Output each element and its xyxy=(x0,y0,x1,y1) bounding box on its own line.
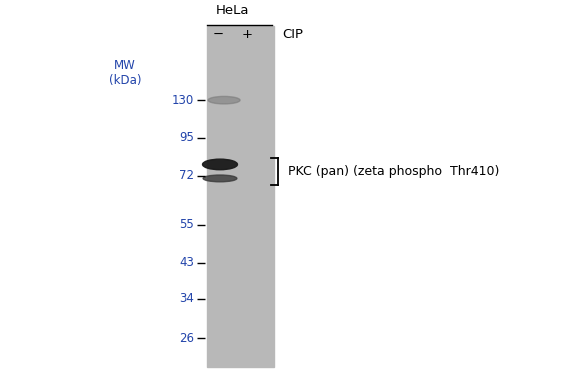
Text: 26: 26 xyxy=(179,332,194,345)
Ellipse shape xyxy=(203,159,237,170)
Text: 72: 72 xyxy=(179,169,194,182)
Text: MW
(kDa): MW (kDa) xyxy=(109,59,141,87)
Text: 34: 34 xyxy=(179,292,194,305)
Text: +: + xyxy=(242,28,253,40)
Text: 130: 130 xyxy=(172,94,194,107)
Text: 43: 43 xyxy=(179,256,194,269)
Text: CIP: CIP xyxy=(282,28,303,40)
Text: −: − xyxy=(212,28,224,40)
Text: PKC (pan) (zeta phospho  Thr410): PKC (pan) (zeta phospho Thr410) xyxy=(288,165,499,178)
Ellipse shape xyxy=(203,175,237,182)
Bar xyxy=(207,26,274,367)
Text: 95: 95 xyxy=(179,132,194,144)
Ellipse shape xyxy=(208,96,240,104)
Text: HeLa: HeLa xyxy=(216,4,250,17)
Text: 55: 55 xyxy=(179,218,194,231)
